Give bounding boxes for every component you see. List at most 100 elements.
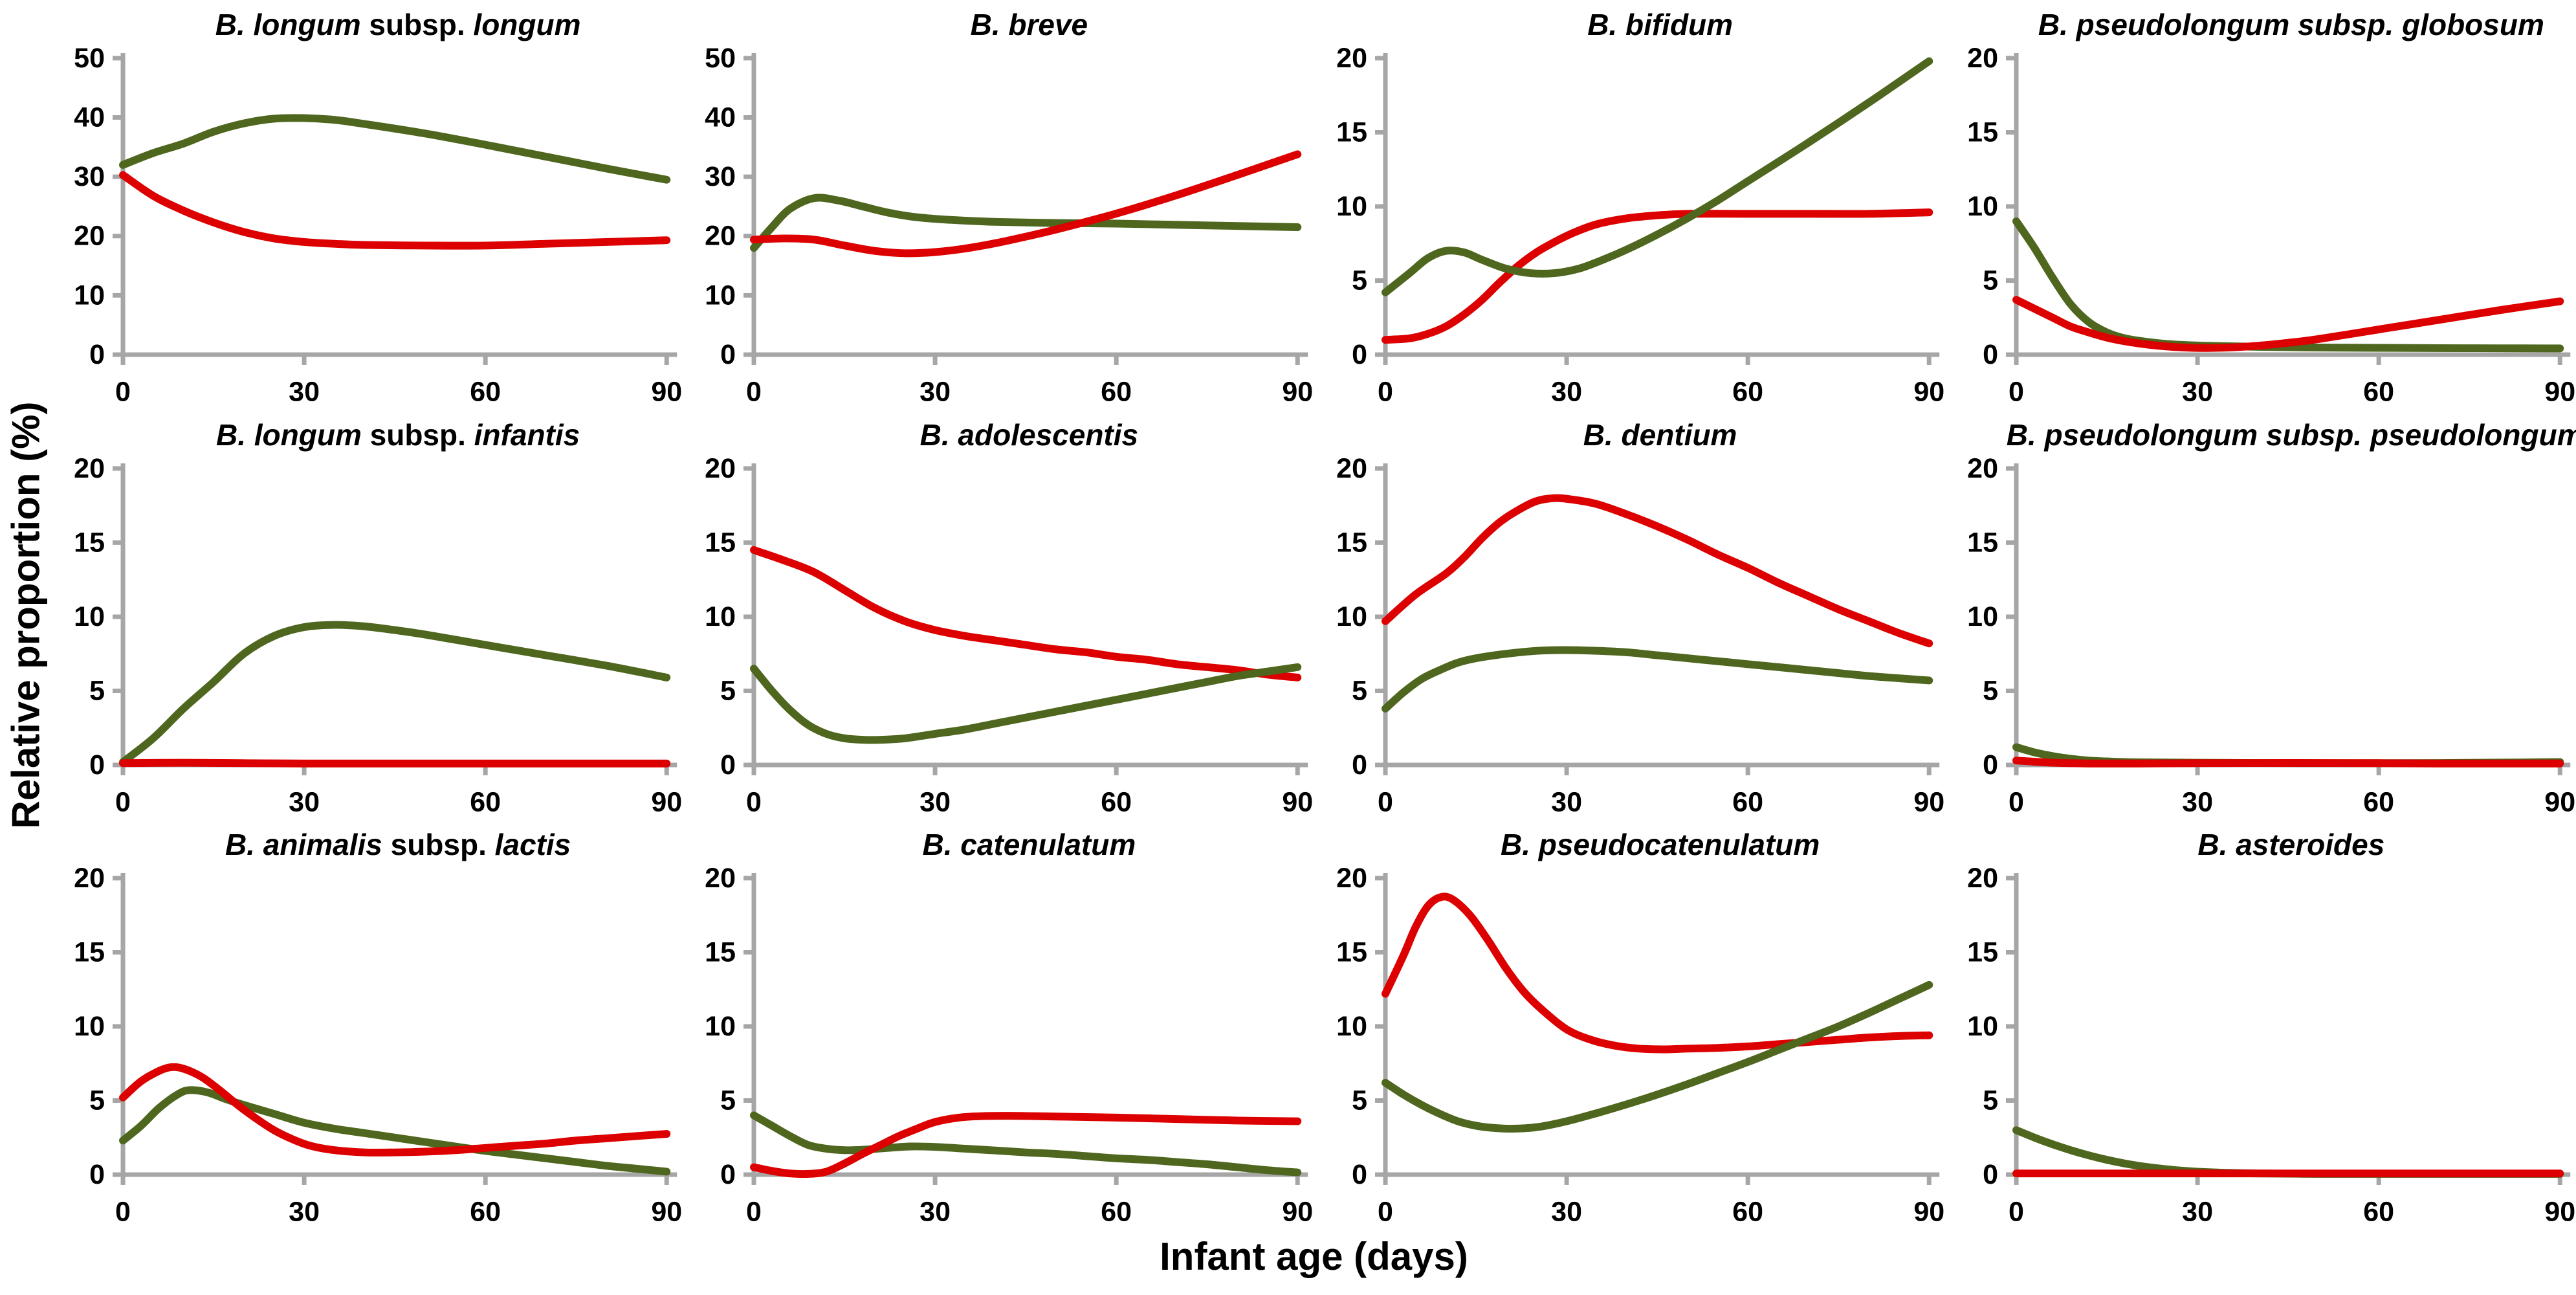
y-tick-label: 20: [1336, 865, 1367, 894]
y-tick-label: 10: [1967, 601, 1998, 632]
x-tick-label: 60: [470, 377, 501, 408]
y-tick-label: 15: [1967, 527, 1998, 558]
title-italic-segment: B. breve: [970, 8, 1088, 41]
y-tick-label: 10: [1336, 191, 1367, 222]
title-italic-segment: infantis: [474, 417, 580, 452]
y-tick-label: 10: [74, 601, 105, 632]
panel-title-b-asteroides: B. asteroides: [1945, 820, 2576, 865]
y-tick-label: 5: [89, 675, 105, 706]
panel-title-b-bifidum: B. bifidum: [1314, 0, 1945, 45]
y-axis-label-cell: Relative proportion (%): [0, 0, 52, 1230]
plot-b-pseudolongum-subsp-pseudolongum: 0 5 10 15 20 0 30 60 90: [1967, 456, 2575, 818]
y-tick-label: 10: [705, 1011, 736, 1042]
panel-b-pseudolongum-subsp-pseudolongum: B. pseudolongum subsp. pseudolongum 0 5 10 1…: [1945, 410, 2576, 821]
y-tick-label: 20: [74, 221, 105, 252]
plot-b-bifidum: 0 5 10 15 20 0 30 60 90: [1336, 45, 1944, 408]
x-tick-label: 90: [2544, 786, 2575, 817]
x-tick-label: 0: [2009, 786, 2024, 817]
series-green-line: [1381, 981, 1933, 1133]
y-tick-label: 0: [1352, 749, 1367, 780]
plot-b-asteroides: 0 5 10 15 20 0 30 60 90: [1967, 865, 2575, 1228]
y-tick-label: 5: [89, 1085, 105, 1116]
title-italic-segment: B. longum: [216, 417, 362, 452]
x-tick-label: 90: [1282, 1197, 1314, 1228]
y-axis-label: Relative proportion (%): [4, 401, 48, 829]
x-tick-label: 0: [2009, 1197, 2024, 1228]
title-italic-segment: longum: [473, 8, 581, 41]
x-tick-label: 0: [2009, 377, 2024, 408]
series-green-line: [1381, 57, 1933, 296]
y-tick-label: 15: [705, 937, 736, 968]
y-tick-label: 20: [74, 865, 105, 894]
x-tick-label: 30: [919, 1197, 951, 1228]
panel-title-b-adolescentis: B. adolescentis: [683, 410, 1314, 456]
y-tick-label: 10: [74, 280, 105, 311]
panel-b-pseudolongum-subsp-globosum: B. pseudolongum subsp. globosum 0 5 10 15 20 0…: [1945, 0, 2576, 410]
y-tick-label: 5: [1352, 265, 1367, 296]
y-tick-label: 20: [1967, 865, 1998, 894]
x-tick-label: 60: [1732, 786, 1763, 817]
series-red-line: [750, 150, 1302, 258]
series-red-line: [119, 1063, 671, 1157]
panel-title-b-pseudolongum-subsp-pseudolongum: B. pseudolongum subsp. pseudolongum: [1945, 410, 2576, 456]
y-tick-label: 20: [74, 456, 105, 484]
y-tick-label: 10: [705, 601, 736, 632]
y-tick-label: 0: [720, 1159, 736, 1190]
title-plain-segment: subsp.: [382, 828, 495, 862]
x-tick-label: 30: [2182, 377, 2213, 408]
x-tick-label: 30: [919, 786, 951, 817]
plot-b-animalis-subsp-lactis: 0 5 10 15 20 0 30 60 90: [74, 865, 682, 1228]
title-italic-segment: B. pseudolongum subsp. globosum: [2038, 8, 2544, 41]
x-tick-label: 0: [115, 377, 131, 408]
plot-b-pseudocatenulatum: 0 5 10 15 20 0 30 60 90: [1336, 865, 1944, 1228]
y-tick-label: 0: [89, 339, 105, 370]
x-tick-label: 30: [289, 1197, 320, 1228]
axis-lines: [751, 52, 1308, 357]
y-tick-label: 20: [705, 221, 736, 252]
x-tick-label: 0: [746, 786, 762, 817]
y-tick-label: 5: [1983, 675, 1998, 706]
x-axis-label: Infant age (days): [1160, 1235, 1468, 1278]
x-tick-label: 90: [1913, 786, 1944, 817]
panel-title-b-longum-subsp-infantis: B. longum subsp. infantis: [52, 410, 683, 456]
x-tick-label: 0: [115, 786, 131, 817]
panel-b-animalis-subsp-lactis: B. animalis subsp. lactis 0 5 10 15 20 0 30 60 90: [52, 820, 683, 1230]
y-tick-label: 15: [705, 527, 736, 558]
x-tick-label: 30: [1551, 377, 1582, 408]
panel-b-pseudocatenulatum: B. pseudocatenulatum 0 5 10 15 20 0 30 60 90: [1314, 820, 1945, 1230]
series-red-line: [1381, 494, 1933, 647]
y-tick-label: 5: [1983, 1085, 1998, 1116]
x-tick-label: 90: [1282, 786, 1314, 817]
y-tick-label: 10: [705, 280, 736, 311]
y-tick-label: 0: [1983, 339, 1998, 370]
panel-b-longum-subsp-infantis: B. longum subsp. infantis 0 5 10 15 20 0 30 60 90: [52, 410, 683, 821]
x-tick-label: 60: [470, 1197, 501, 1228]
x-tick-label: 30: [289, 786, 320, 817]
title-italic-segment: B. longum: [215, 8, 361, 41]
y-tick-label: 20: [1967, 45, 1998, 74]
y-tick-label: 15: [1336, 527, 1367, 558]
plot-b-dentium: 0 5 10 15 20 0 30 60 90: [1336, 456, 1944, 818]
axis-lines: [1383, 463, 1939, 768]
y-tick-label: 0: [1983, 1159, 1998, 1190]
x-tick-label: 90: [1282, 377, 1314, 408]
title-italic-segment: B. pseudolongum subsp. pseudolongum: [2006, 417, 2576, 452]
x-tick-label: 90: [1913, 1197, 1944, 1228]
x-tick-label: 60: [470, 786, 501, 817]
x-tick-label: 30: [289, 377, 320, 408]
x-tick-label: 60: [1101, 786, 1132, 817]
panel-b-asteroides: B. asteroides 0 5 10 15 20 0 30 60 90: [1945, 820, 2576, 1230]
y-tick-label: 0: [1983, 749, 1998, 780]
axis-lines: [120, 873, 677, 1177]
series-green-line: [119, 114, 671, 184]
y-tick-label: 15: [74, 937, 105, 968]
y-tick-label: 20: [1967, 456, 1998, 484]
panel-title-b-dentium: B. dentium: [1314, 410, 1945, 456]
series-red-line: [750, 546, 1302, 681]
series-red-line: [1381, 208, 1933, 344]
series-red-line: [119, 171, 671, 250]
x-tick-label: 60: [1101, 377, 1132, 408]
series-green-line: [2012, 1126, 2564, 1179]
x-tick-label: 60: [1101, 1197, 1132, 1228]
y-tick-label: 5: [1352, 1085, 1367, 1116]
